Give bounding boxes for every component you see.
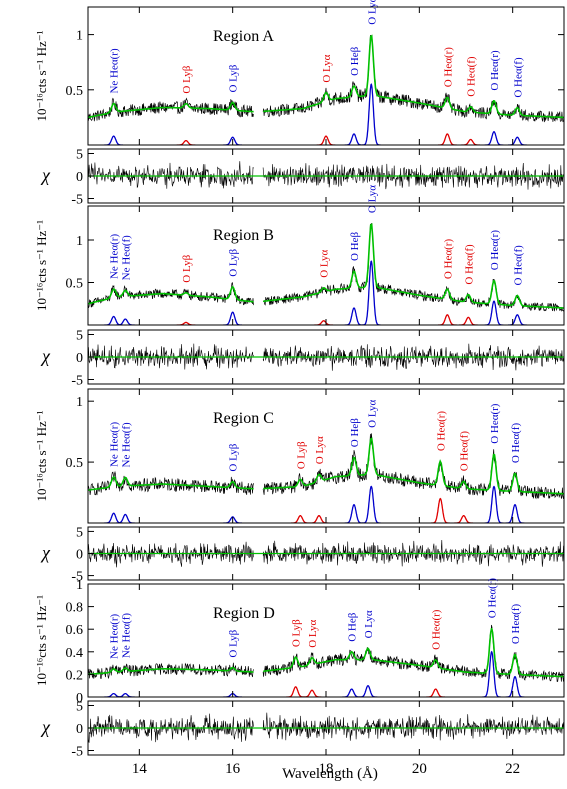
line-label: O Lyβ <box>228 64 240 92</box>
residual-y-tick-label: -5 <box>71 570 83 585</box>
line-component <box>176 321 196 325</box>
line-label: O Heα(f) <box>463 244 475 285</box>
residual-axis-label: χ <box>40 165 51 185</box>
panel-title: Region D <box>213 605 275 622</box>
line-label: O Lyα <box>307 619 319 647</box>
line-label: O Lyβ <box>228 248 240 276</box>
line-component <box>482 650 501 697</box>
x-tick-label: 14 <box>132 761 148 777</box>
line-label: O Lyα <box>363 610 375 638</box>
residual-y-tick-label: 0 <box>76 170 83 185</box>
y-tick-label: 1 <box>76 578 83 593</box>
line-label: O Heα(r) <box>489 50 501 91</box>
y-axis-label: 10⁻¹⁶cts s⁻¹ Hz⁻¹ <box>34 30 49 121</box>
residual-y-tick-label: 5 <box>76 700 83 715</box>
y-tick-label: 0.2 <box>66 668 84 683</box>
residual-y-tick-label: -5 <box>71 193 83 208</box>
line-label: O Heα(r) <box>489 403 501 444</box>
panel-4: Ne Heα(r) Ne Heα(f) O Lyβ O Lyβ O Lyα O Heβ O … <box>34 578 565 777</box>
line-label: O Lyα <box>366 185 378 213</box>
line-label: O Heα(f) <box>466 56 478 97</box>
line-label: O Heα(r) <box>442 239 454 280</box>
line-label: O Lyβ <box>291 619 303 647</box>
line-label: O Heα(r) <box>442 47 454 88</box>
line-label: Ne Heα(f) <box>120 422 132 467</box>
x-axis-label: Wavelength (Å) <box>282 766 378 782</box>
line-label: O Heβ <box>347 612 359 642</box>
model-curve <box>88 34 564 119</box>
line-label: O Heβ <box>349 418 361 448</box>
line-label: O Lyβ <box>181 254 193 282</box>
line-label: O Lyα <box>366 400 378 428</box>
y-tick-label: 1 <box>76 29 83 44</box>
line-label: Ne Heα(f) <box>120 613 132 658</box>
residual-y-tick-label: 0 <box>76 351 83 366</box>
line-label: O Lyα <box>366 0 378 25</box>
y-axis-label: 10⁻¹⁶cts s⁻¹ Hz⁻¹ <box>34 595 49 686</box>
x-tick-label: 18 <box>319 761 334 777</box>
y-axis-label: 10⁻¹⁶cts s⁻¹ Hz⁻¹ <box>34 410 49 501</box>
line-label: O Heα(r) <box>431 609 443 650</box>
line-label: Ne Heα(r) <box>109 422 121 467</box>
residual-y-tick-label: -5 <box>71 745 83 760</box>
panel-2: Ne Heα(r) Ne Heα(f) O Lyβ O Lyβ O Lyα O Heβ O … <box>34 185 565 389</box>
residual-data <box>88 539 564 568</box>
model-curve <box>88 437 564 495</box>
panel-title: Region C <box>213 410 274 427</box>
x-tick-label: 22 <box>505 761 520 777</box>
y-tick-label: 0 <box>76 691 83 706</box>
y-tick-label: 1 <box>76 395 83 410</box>
residual-axis-label: χ <box>40 717 51 737</box>
panel-title: Region A <box>213 28 274 45</box>
panel-3: Ne Heα(r) Ne Heα(f) O Lyβ O Lyβ O Lyα O Heβ O … <box>34 388 565 585</box>
x-tick-label: 20 <box>412 761 427 777</box>
line-label: O Lyα <box>319 249 331 277</box>
residual-axis-label: χ <box>40 543 51 563</box>
panel-1: Ne Heα(r) O Lyβ O Lyβ O Lyα O Heβ O Lyα O Heα(… <box>34 0 565 208</box>
line-label: O Heα(f) <box>512 57 524 98</box>
line-label: Ne Heα(r) <box>109 48 121 93</box>
model-curve <box>88 628 564 678</box>
line-label: Ne Heα(r) <box>109 234 121 279</box>
line-label: O Lyα <box>321 54 333 82</box>
y-axis-label: 10⁻¹⁶cts s⁻¹ Hz⁻¹ <box>34 220 49 311</box>
residual-y-tick-label: 5 <box>76 525 83 540</box>
y-tick-label: 0.4 <box>66 646 84 661</box>
line-label: O Heβ <box>349 46 361 76</box>
residual-y-tick-label: 0 <box>76 722 83 737</box>
line-component <box>361 260 381 325</box>
line-label: O Lyβ <box>228 443 240 471</box>
panel-title: Region B <box>213 227 274 244</box>
y-tick-label: 0.6 <box>66 623 84 638</box>
y-tick-label: 0.8 <box>66 601 84 616</box>
line-label: O Lyβ <box>228 629 240 657</box>
y-tick-label: 0.5 <box>66 84 84 99</box>
residual-axis-label: χ <box>40 346 51 366</box>
line-label: O Heα(r) <box>487 578 499 619</box>
model-curve <box>88 222 564 309</box>
residual-y-tick-label: 5 <box>76 329 83 344</box>
line-label: O Lyβ <box>295 441 307 469</box>
line-label: Ne Heα(r) <box>109 613 121 658</box>
line-label: O Heα(f) <box>459 431 471 472</box>
x-tick-label: 16 <box>225 761 241 777</box>
y-tick-label: 0.5 <box>66 456 84 471</box>
y-tick-label: 1 <box>76 234 83 249</box>
line-label: Ne Heα(f) <box>120 235 132 280</box>
y-tick-label: 0.5 <box>66 277 84 292</box>
line-label: O Heα(r) <box>489 230 501 271</box>
line-label: O Lyα <box>314 436 326 464</box>
residual-data <box>88 161 564 190</box>
residual-y-tick-label: 0 <box>76 548 83 563</box>
residual-y-tick-label: -5 <box>71 374 83 389</box>
line-component <box>361 83 381 145</box>
line-label: O Heα(r) <box>435 411 447 452</box>
line-label: O Lyβ <box>181 65 193 93</box>
line-label: O Heα(f) <box>510 604 522 645</box>
line-label: O Heβ <box>349 232 361 262</box>
line-label: O Heα(f) <box>512 245 524 286</box>
line-label: O Heα(f) <box>510 423 522 464</box>
residual-y-tick-label: 5 <box>76 148 83 163</box>
